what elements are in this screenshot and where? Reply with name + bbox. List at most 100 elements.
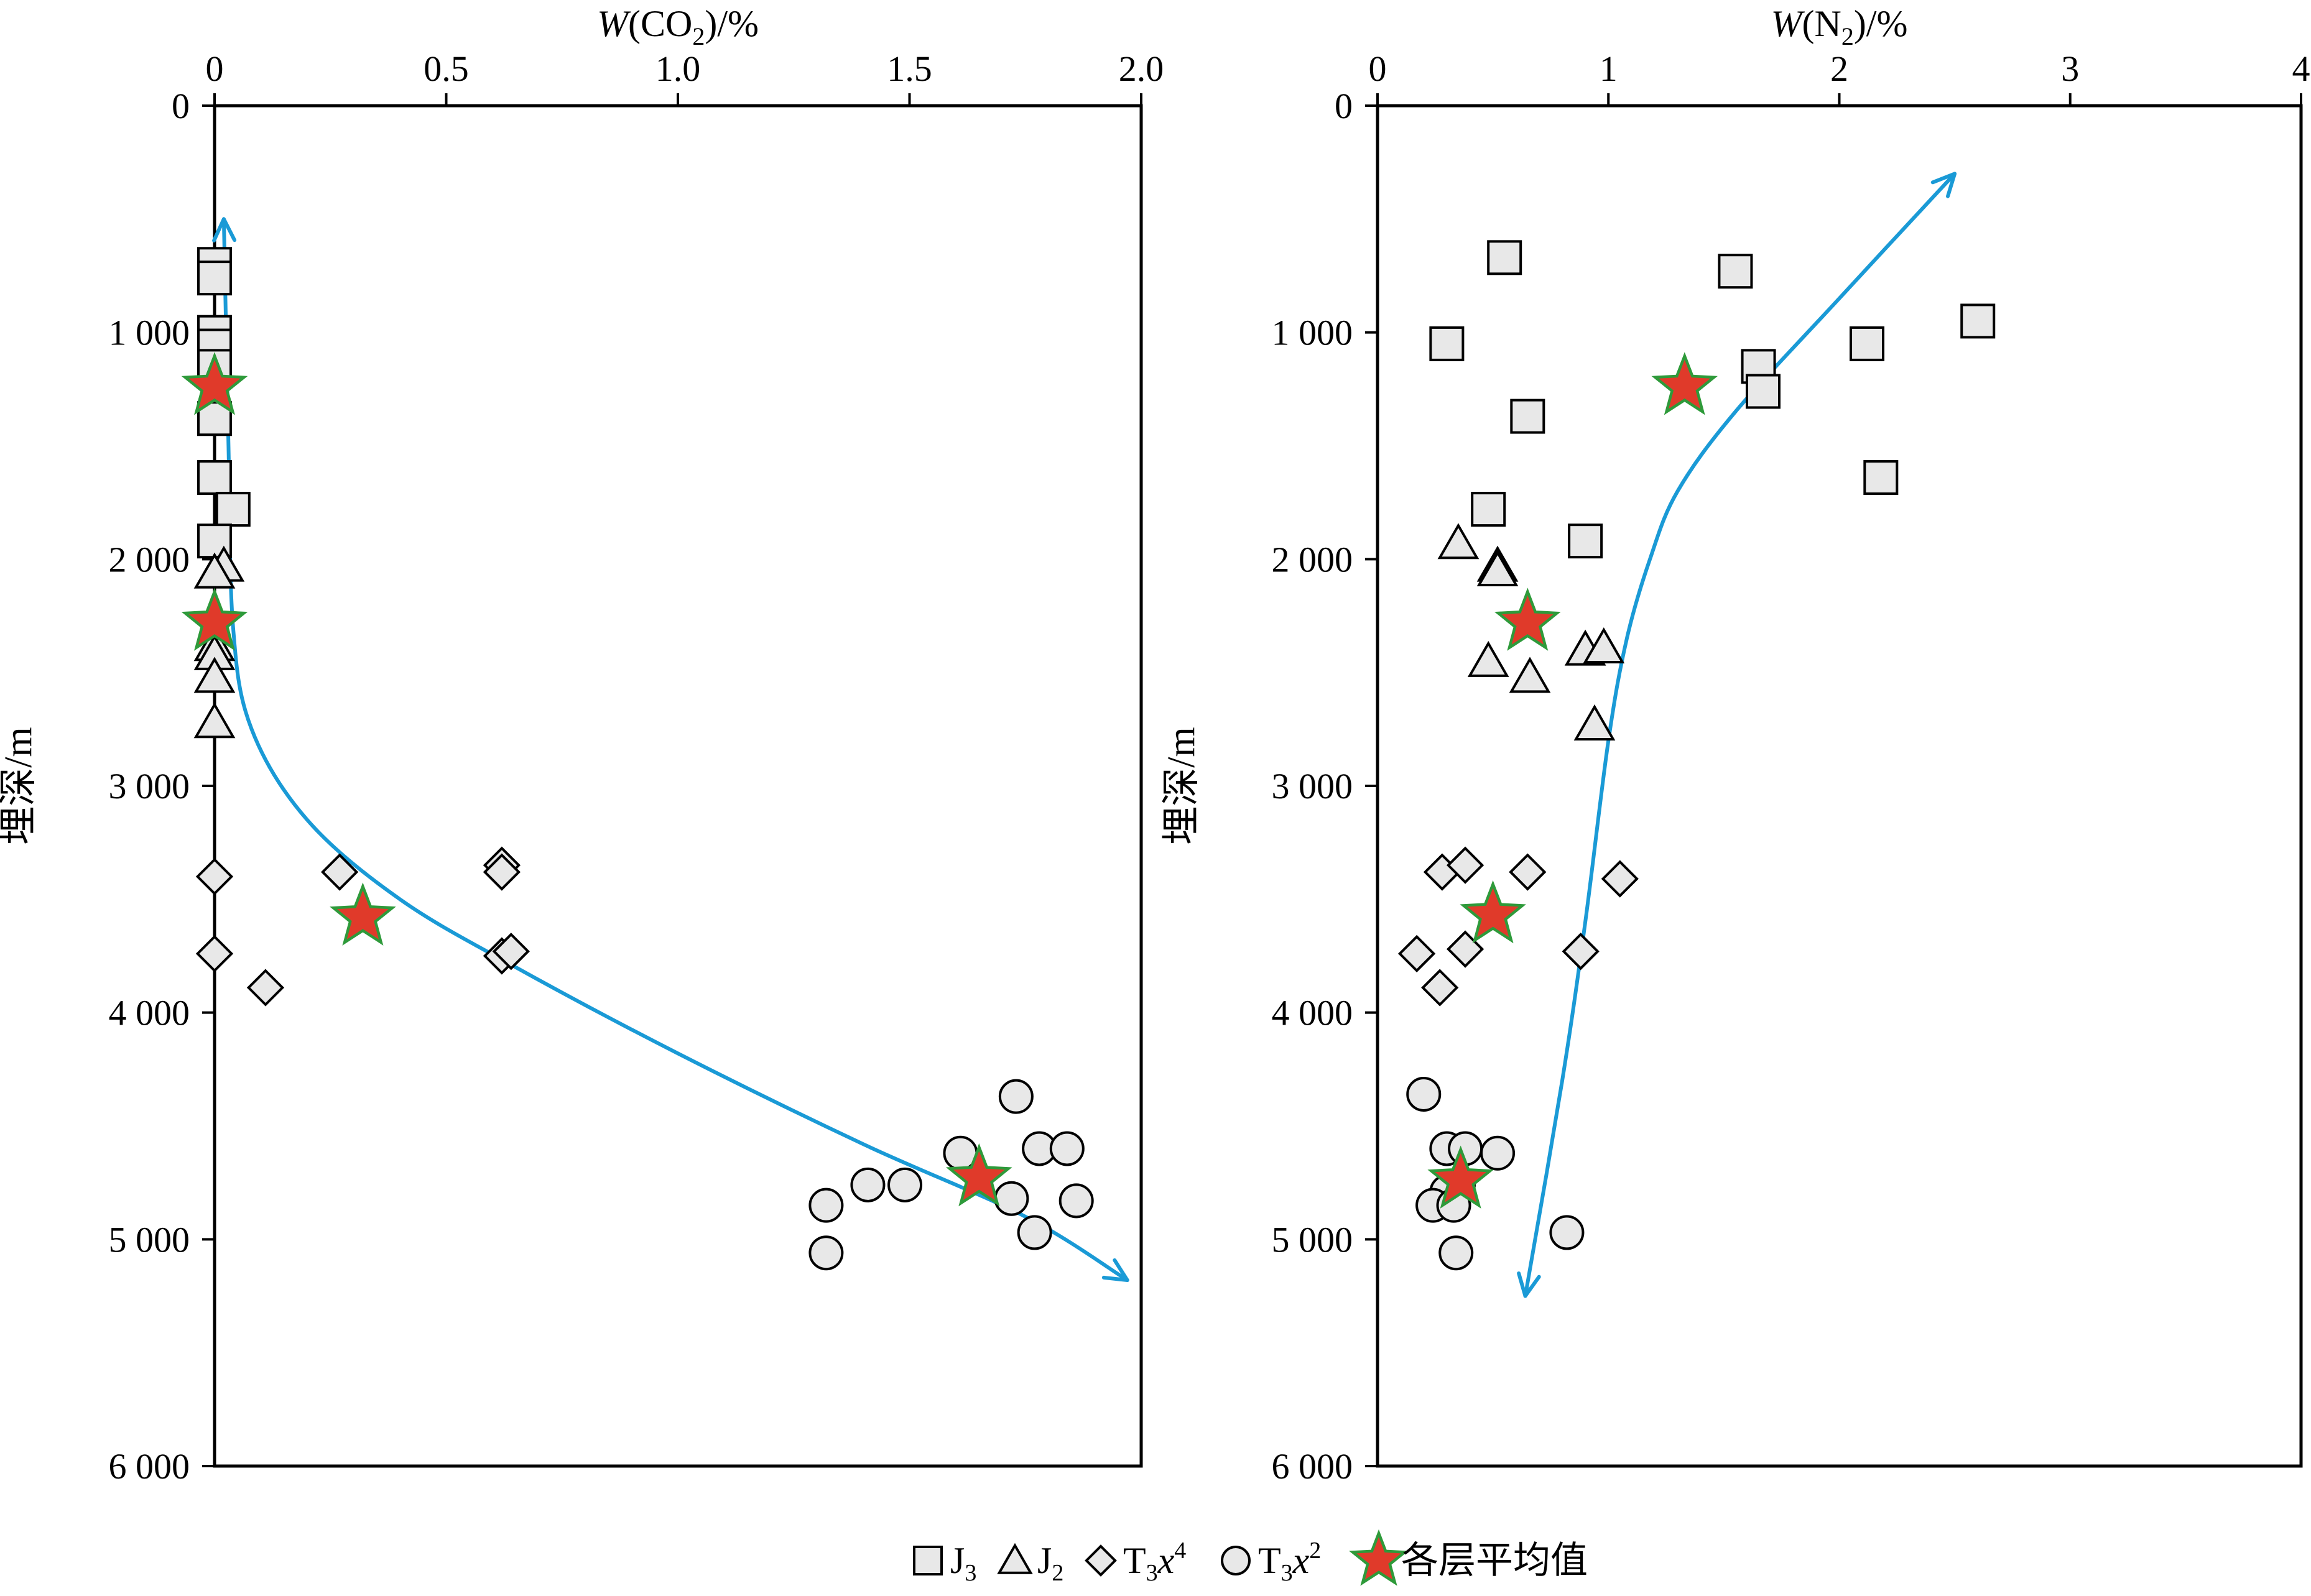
trend-curve xyxy=(221,217,1129,1282)
legend-marker-square xyxy=(913,1546,943,1575)
data-point-square xyxy=(1429,326,1465,361)
data-point-diamond xyxy=(195,934,234,972)
legend-item-t3x2: T3x2 xyxy=(1221,1538,1321,1586)
data-point-diamond xyxy=(1509,853,1547,891)
data-point-triangle xyxy=(1583,627,1625,663)
y-axis-title: 埋深/m xyxy=(0,727,40,844)
data-point-circle xyxy=(1049,1131,1085,1166)
series-t3x4 xyxy=(1397,846,1639,1007)
data-point-diamond xyxy=(195,857,234,895)
legend-item-avg: 各层平均值 xyxy=(1349,1529,1588,1586)
data-point-triangle xyxy=(1476,550,1519,586)
data-point-triangle xyxy=(1437,523,1480,560)
y-axis-title: 埋深/m xyxy=(1160,727,1203,844)
data-point-triangle xyxy=(1573,704,1616,740)
legend-marker-star xyxy=(1349,1529,1409,1586)
series-avg xyxy=(181,352,1012,1207)
legend-label: 各层平均值 xyxy=(1401,1540,1588,1581)
data-point-circle xyxy=(1438,1235,1474,1271)
y-tick-label: 4 000 xyxy=(109,993,190,1033)
data-point-circle xyxy=(850,1167,886,1202)
data-point-diamond xyxy=(483,853,521,891)
data-point-diamond xyxy=(1446,930,1484,968)
x-tick-label: 0.5 xyxy=(424,48,469,89)
data-point-square xyxy=(1863,460,1899,496)
y-tick-label: 5 000 xyxy=(1272,1219,1353,1260)
series-j3 xyxy=(1429,240,1996,559)
average-star-marker xyxy=(181,588,248,651)
data-point-triangle xyxy=(193,702,236,739)
trend-curve xyxy=(1523,172,1957,1298)
series-t3x2 xyxy=(808,1079,1094,1271)
co2-depth-panel: 0 0.5 1.0 1.5 2.0 0 1 000 2 000 3 000 4 000 5 000 6… xyxy=(0,3,1164,1487)
n2-depth-panel: 0 1 2 3 4 0 1 000 2 000 3 000 4 000 5 000 6 000 W(N2… xyxy=(1160,3,2310,1487)
data-point-circle xyxy=(998,1079,1034,1114)
data-point-diamond xyxy=(1421,969,1459,1007)
plot-frame xyxy=(213,104,1143,1468)
x-tick-label: 3 xyxy=(2061,48,2079,89)
data-point-square xyxy=(1960,303,1996,339)
data-point-square xyxy=(1745,374,1781,409)
data-point-diamond xyxy=(492,933,530,971)
y-tick-label: 6 000 xyxy=(1272,1446,1353,1487)
legend-label: J3 xyxy=(950,1540,976,1586)
average-star-marker xyxy=(330,882,396,946)
data-point-square xyxy=(197,460,232,496)
data-point-triangle xyxy=(1509,657,1551,693)
data-point-circle xyxy=(808,1188,844,1223)
x-tick-label: 2 xyxy=(1830,48,1848,89)
data-point-circle xyxy=(887,1167,923,1202)
legend-item-j2: J2 xyxy=(997,1540,1063,1586)
y-tick-label: 4 000 xyxy=(1272,993,1353,1033)
average-star-marker xyxy=(1494,588,1561,651)
average-star-marker xyxy=(1427,1145,1494,1209)
data-point-square xyxy=(1718,254,1753,289)
data-point-diamond xyxy=(321,853,359,891)
data-point-square xyxy=(197,261,232,296)
data-point-circle xyxy=(1549,1215,1585,1250)
data-point-diamond xyxy=(1562,933,1600,971)
series-avg xyxy=(1427,352,1718,1209)
legend-marker-triangle xyxy=(997,1543,1033,1574)
data-point-circle xyxy=(1058,1183,1094,1219)
data-point-square xyxy=(1510,399,1545,434)
plot-frame xyxy=(1376,104,2303,1468)
y-tick-label: 3 000 xyxy=(1272,766,1353,806)
y-tick-label: 0 xyxy=(1335,86,1353,126)
data-point-square xyxy=(1850,326,1885,361)
legend-label: T3x2 xyxy=(1258,1538,1321,1586)
y-tick-label: 5 000 xyxy=(109,1219,190,1260)
data-point-circle xyxy=(1017,1215,1052,1250)
x-tick-label: 1.0 xyxy=(655,48,701,89)
y-tick-label: 0 xyxy=(172,86,190,126)
y-tick-label: 2 000 xyxy=(109,539,190,579)
y-tick-label: 1 000 xyxy=(1272,313,1353,353)
data-point-circle xyxy=(808,1235,844,1271)
y-tick-label: 6 000 xyxy=(109,1446,190,1487)
data-point-triangle xyxy=(193,552,236,589)
series-j2 xyxy=(1437,523,1625,740)
average-star-marker xyxy=(1460,880,1526,944)
y-tick-label: 2 000 xyxy=(1272,539,1353,579)
legend-marker-diamond xyxy=(1085,1544,1117,1577)
data-point-circle xyxy=(994,1181,1029,1216)
trend-arrow-end xyxy=(1101,1258,1129,1282)
legend: J3 J2 T3x4 T3x2 各层平均值 xyxy=(913,1529,1588,1586)
data-point-circle xyxy=(1480,1135,1516,1171)
data-point-square xyxy=(1487,240,1522,275)
series-t3x4 xyxy=(195,846,530,1007)
x-tick-label: 1 xyxy=(1600,48,1618,89)
x-tick-label: 0 xyxy=(1369,48,1387,89)
series-j2 xyxy=(193,545,245,739)
data-point-square xyxy=(1568,524,1603,559)
average-star-marker xyxy=(945,1143,1012,1207)
legend-marker-circle xyxy=(1221,1546,1251,1575)
x-tick-label: 1.5 xyxy=(887,48,932,89)
trend-arrow-start xyxy=(212,217,237,242)
x-axis-title: W(CO2)/% xyxy=(597,3,759,50)
average-star-marker xyxy=(1651,352,1718,415)
legend-item-t3x4: T3x4 xyxy=(1085,1538,1186,1586)
legend-item-j3: J3 xyxy=(913,1540,976,1586)
y-tick-label: 3 000 xyxy=(109,766,190,806)
